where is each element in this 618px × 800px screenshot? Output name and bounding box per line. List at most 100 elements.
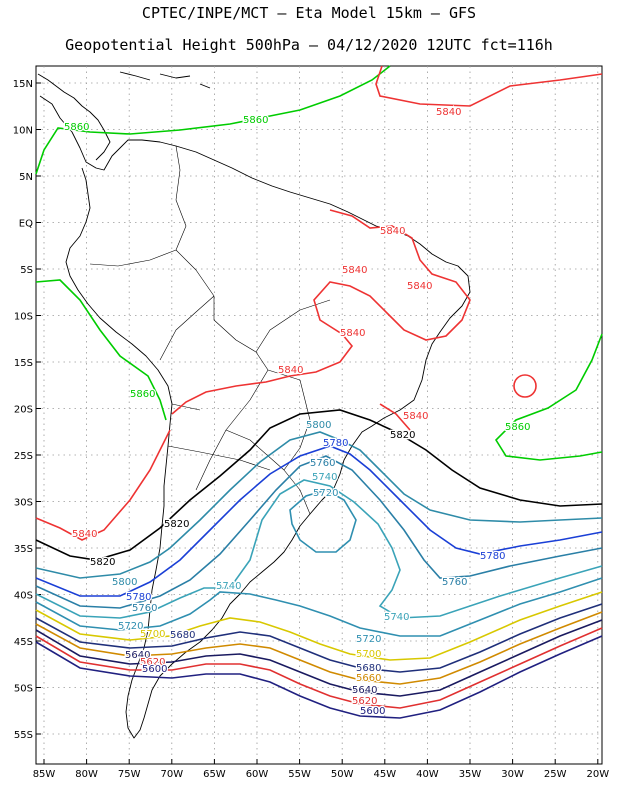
contour-label-5780: 5780 — [126, 592, 151, 603]
contour-5660 — [35, 611, 603, 685]
contour-5740 — [35, 479, 603, 619]
contour-label-5800: 5800 — [306, 420, 331, 431]
lon-label: 25W — [544, 769, 567, 780]
contour-label-5680: 5680 — [170, 630, 195, 641]
contour-5840-brazil — [171, 209, 471, 415]
contour-label-5680: 5680 — [356, 663, 381, 674]
contour-label-5700: 5700 — [356, 649, 381, 660]
contour-label-5780: 5780 — [323, 438, 348, 449]
longitude-axis: 85W 80W 75W 70W 65W 60W 55W 50W 45W 40W 35W 30W 25W 2… — [33, 759, 609, 780]
lon-label: 20W — [586, 769, 609, 780]
contour-label-5600: 5600 — [360, 706, 385, 717]
contour-5840-ring — [513, 374, 537, 398]
contour-label-5860: 5860 — [505, 422, 530, 433]
contour-label-5860: 5860 — [130, 389, 155, 400]
contour-label-5840: 5840 — [407, 281, 432, 292]
lon-label: 85W — [33, 769, 56, 780]
lon-label: 55W — [288, 769, 311, 780]
contour-label-5640: 5640 — [352, 685, 377, 696]
contour-label-5620: 5620 — [140, 657, 165, 668]
contour-label-5760: 5760 — [310, 458, 335, 469]
lat-label: EQ — [19, 219, 33, 230]
latitude-axis: 15N 10N 5N EQ 5S 10S 15S 20S 25S 30S 35S 40S 45S 50S 5… — [13, 79, 41, 741]
lon-label: 50W — [331, 769, 354, 780]
lon-label: 65W — [203, 769, 226, 780]
lat-label: 20S — [14, 405, 33, 416]
lat-label: 55S — [14, 730, 33, 741]
caribbean-islands — [119, 71, 211, 89]
contour-label-5760: 5760 — [442, 577, 467, 588]
contour-label-5740: 5740 — [312, 472, 337, 483]
lat-label: 35S — [14, 544, 33, 555]
contour-label-5760: 5760 — [132, 603, 157, 614]
contour-5780 — [35, 445, 603, 597]
contour-5680 — [35, 603, 603, 673]
contour-label-5840: 5840 — [342, 265, 367, 276]
lat-label: 30S — [14, 498, 33, 509]
contour-labels: 5860 5860 5860 5860 5840 5840 5840 5840 5840 5840… — [63, 106, 532, 719]
contour-label-5860: 5860 — [243, 115, 268, 126]
contour-label-5740: 5740 — [216, 581, 241, 592]
map-title: CPTEC/INPE/MCT – Eta Model 15km – GFS — [141, 4, 477, 22]
lon-label: 70W — [160, 769, 183, 780]
map-frame — [35, 65, 603, 765]
contour-label-5840: 5840 — [72, 529, 97, 540]
lon-label: 35W — [459, 769, 482, 780]
lat-label: 45S — [14, 637, 33, 648]
contour-label-5840: 5840 — [436, 107, 461, 118]
contour-5820 — [35, 409, 603, 561]
contour-5760 — [35, 455, 603, 609]
contour-label-5840: 5840 — [278, 365, 303, 376]
contour-label-5740: 5740 — [384, 612, 409, 623]
contour-label-5820: 5820 — [90, 557, 115, 568]
contour-5600 — [35, 635, 603, 719]
contour-lines — [35, 65, 603, 719]
contour-label-5640: 5640 — [125, 650, 150, 661]
lon-label: 80W — [75, 769, 98, 780]
lat-label: 5S — [20, 265, 33, 276]
contour-5720 — [35, 577, 603, 637]
contour-label-5720: 5720 — [313, 488, 338, 499]
lat-label: 15S — [14, 358, 33, 369]
contour-5800 — [35, 431, 603, 579]
contour-label-5800: 5800 — [112, 577, 137, 588]
contour-label-5600: 5600 — [142, 664, 167, 675]
lat-label: 10N — [13, 126, 33, 137]
map-subtitle: Geopotential Height 500hPa – 04/12/2020 … — [65, 36, 553, 54]
contour-5640 — [35, 619, 603, 697]
contour-label-5860: 5860 — [64, 122, 89, 133]
lat-label: 10S — [14, 312, 33, 323]
lat-label: 50S — [14, 684, 33, 695]
contour-5860-east — [494, 333, 603, 461]
contour-5860-west — [35, 279, 167, 421]
contour-5620 — [35, 627, 603, 709]
graticule — [36, 66, 602, 764]
contour-label-5840: 5840 — [403, 411, 428, 422]
contour-label-5660: 5660 — [356, 673, 381, 684]
contour-label-5720: 5720 — [356, 634, 381, 645]
lon-label: 45W — [373, 769, 396, 780]
contour-label-5820: 5820 — [390, 430, 415, 441]
lat-label: 5N — [19, 172, 33, 183]
contour-5700 — [35, 591, 603, 661]
contour-5840-south — [35, 403, 411, 541]
contour-label-5780: 5780 — [480, 551, 505, 562]
lon-label: 30W — [501, 769, 524, 780]
contour-label-5620: 5620 — [352, 696, 377, 707]
south-america-coast — [39, 95, 471, 739]
lat-label: 40S — [14, 591, 33, 602]
contour-5720-cutoff — [289, 489, 357, 553]
contour-label-5840: 5840 — [340, 328, 365, 339]
contour-label-5840: 5840 — [380, 226, 405, 237]
contour-5840-north — [375, 65, 603, 107]
coastlines — [37, 71, 471, 739]
lat-label: 25S — [14, 451, 33, 462]
contour-label-5700: 5700 — [140, 629, 165, 640]
central-america-coast — [37, 73, 111, 161]
lat-label: 15N — [13, 79, 33, 90]
lon-label: 75W — [118, 769, 141, 780]
contour-label-5820: 5820 — [164, 519, 189, 530]
lon-label: 40W — [416, 769, 439, 780]
lon-label: 60W — [246, 769, 269, 780]
